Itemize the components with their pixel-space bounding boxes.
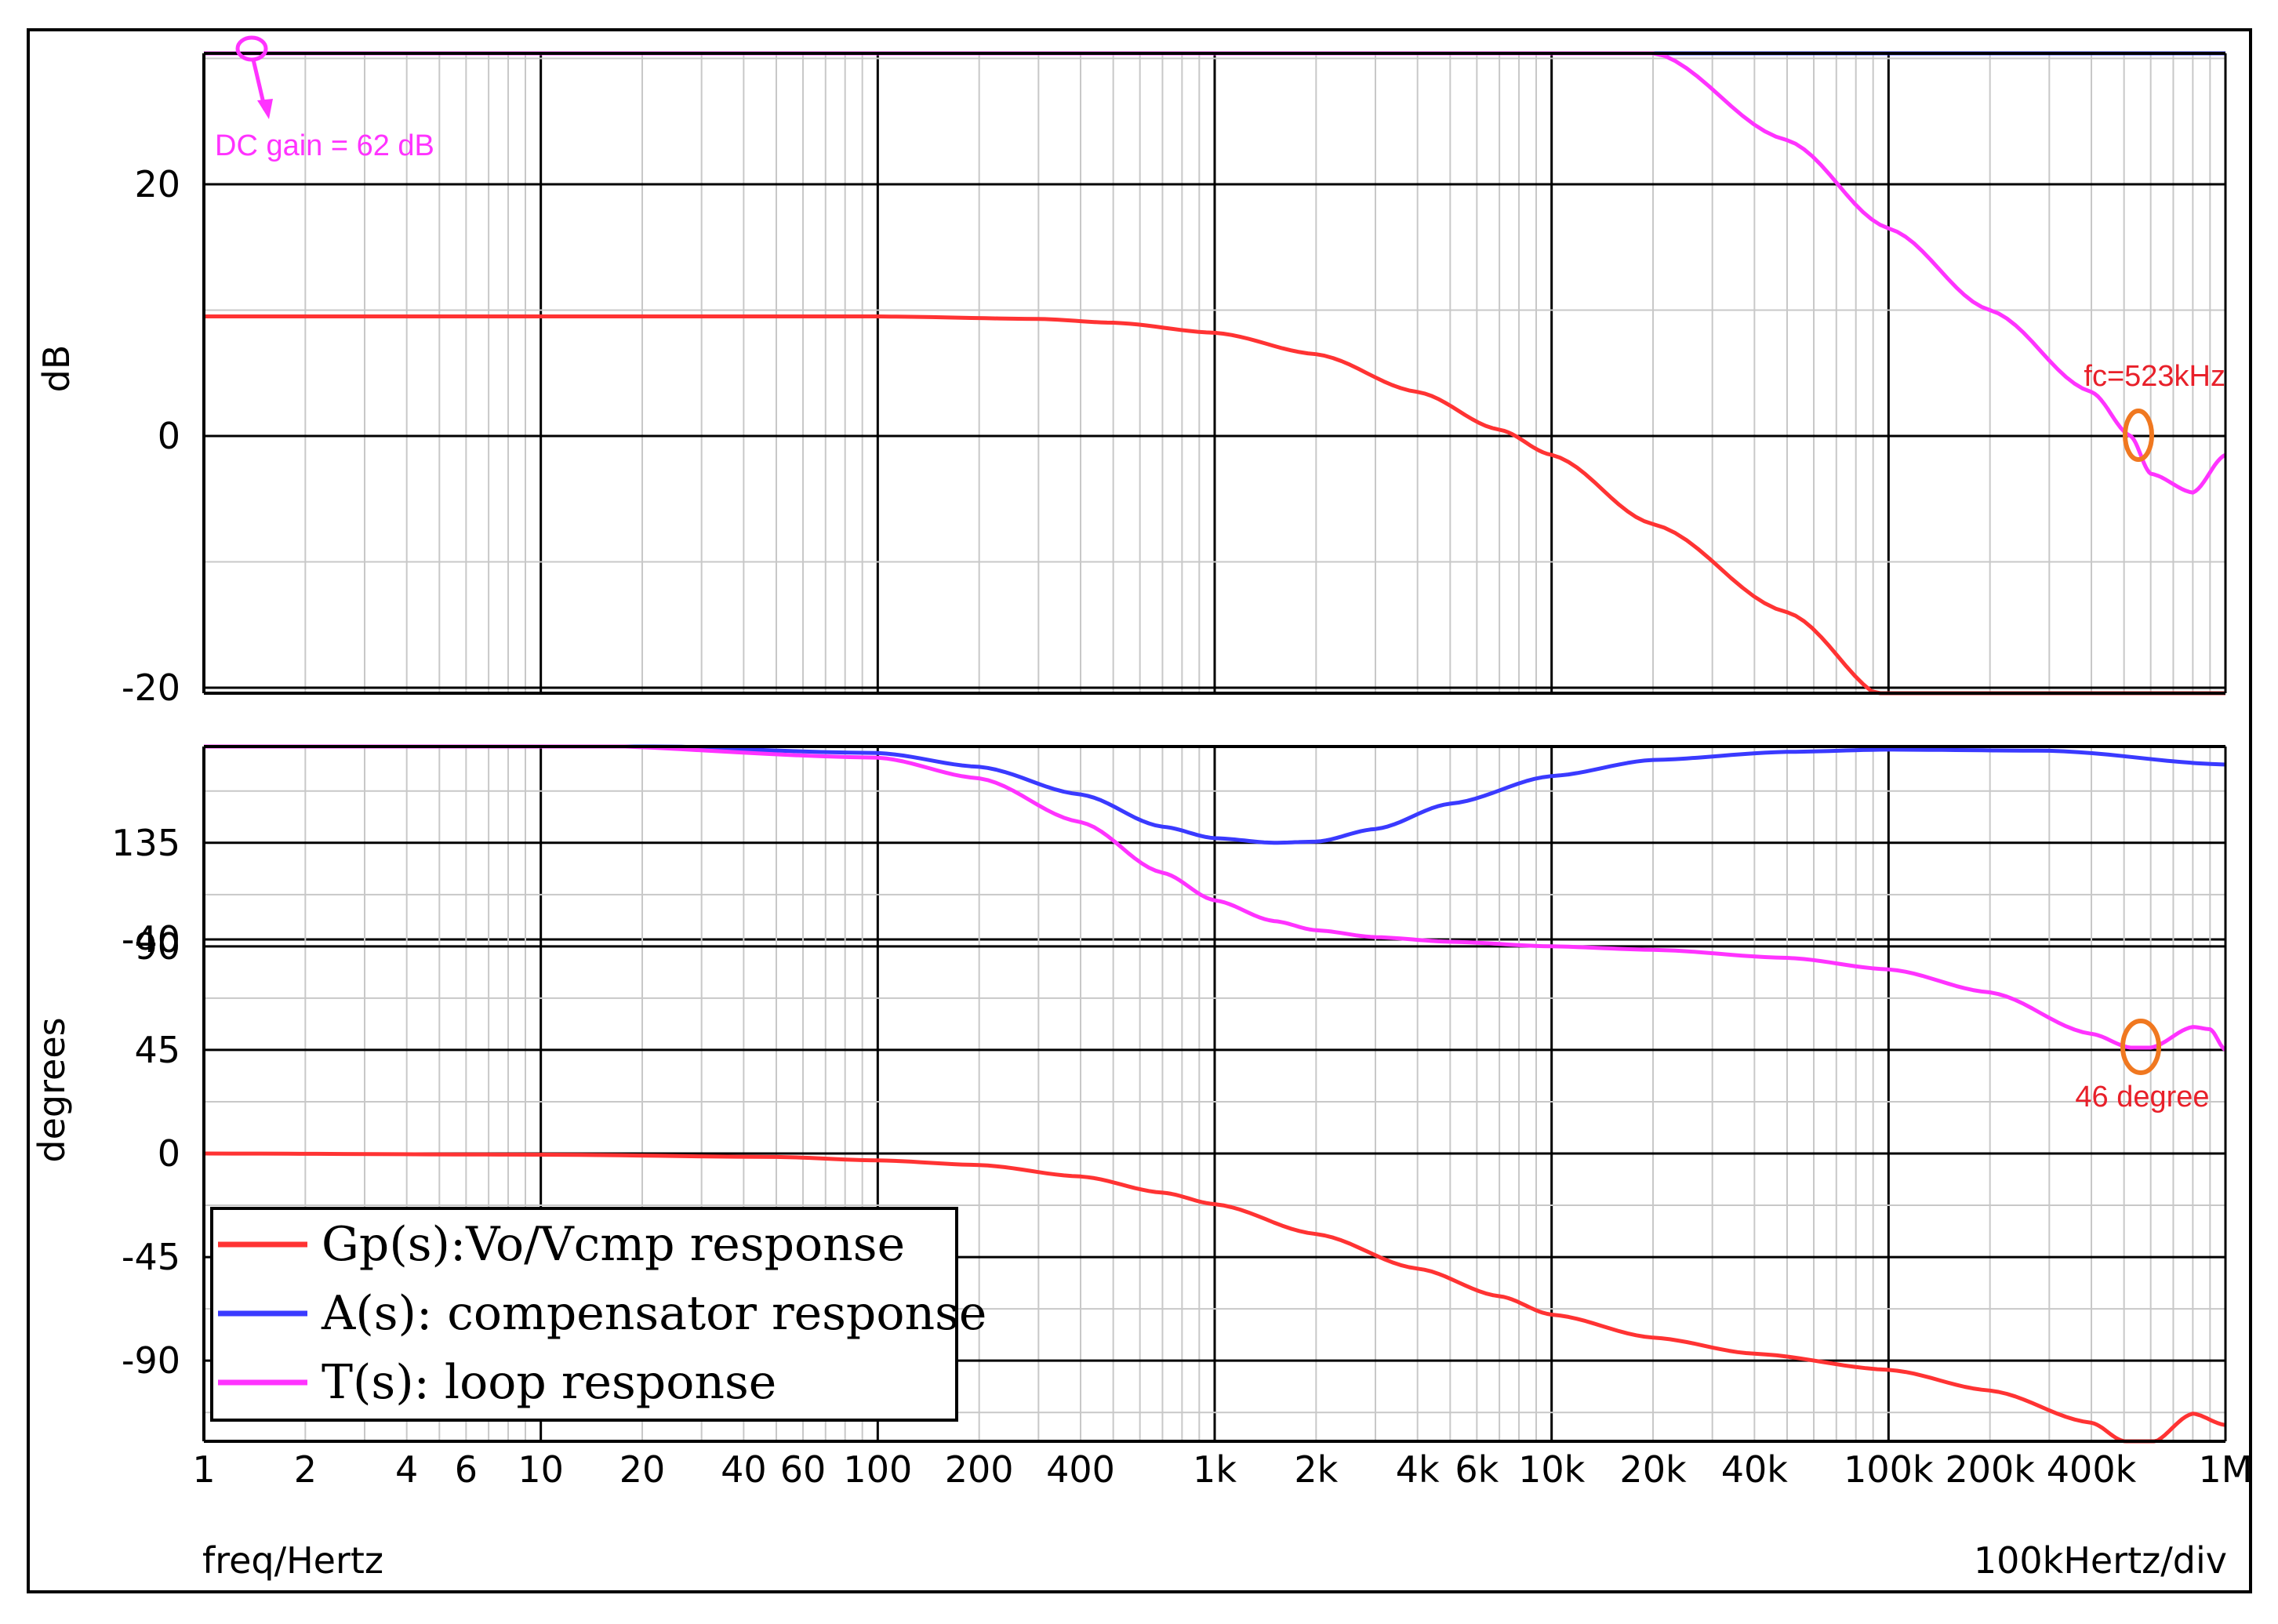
magnitude-axis-title: dB: [35, 345, 78, 393]
crossover-frequency-label: fc=523kHz: [2084, 360, 2225, 393]
phase-margin-annotation: 46 degree: [2075, 1019, 2210, 1114]
x-axis-title: freq/Hertz: [202, 1539, 383, 1582]
phase-y-tick-label: -45: [122, 1236, 180, 1278]
phase-y-tick-label: -90: [122, 1339, 180, 1382]
magnitude-y-tick-label: -40: [122, 918, 180, 961]
magnitude-y-tick-label: 20: [134, 163, 180, 205]
x-tick-label: 40: [721, 1448, 767, 1491]
x-tick-label: 100: [843, 1448, 912, 1491]
phase-axis-title: degrees: [31, 1017, 73, 1162]
phase-y-tick-label: 0: [158, 1132, 180, 1175]
dc-gain-arrow-head: [257, 99, 273, 119]
x-axis-division-label: 100kHertz/div: [1974, 1539, 2227, 1582]
crossover-annotation: fc=523kHz: [2084, 360, 2225, 462]
chart-frame: [27, 28, 2252, 1593]
x-tick-label: 4k: [1396, 1448, 1440, 1491]
x-tick-label: 6: [455, 1448, 478, 1491]
x-tick-label: 40k: [1721, 1448, 1789, 1491]
legend-label-loop: T(s): loop response: [322, 1355, 776, 1410]
x-tick-label: 2k: [1294, 1448, 1338, 1491]
phase-series-compensator: [204, 744, 2226, 845]
plot-borders: [202, 52, 2227, 1443]
phase-y-tick-label: 90: [134, 925, 180, 968]
phase-margin-label: 46 degree: [2075, 1081, 2209, 1114]
x-tick-label: 200: [945, 1448, 1014, 1491]
legend: Gp(s):Vo/Vcmp response A(s): compensator…: [210, 1207, 986, 1422]
legend-box: [210, 1207, 958, 1422]
x-tick-label: 100k: [1844, 1448, 1934, 1491]
x-tick-label: 400k: [2047, 1448, 2137, 1491]
phase-margin-marker-circle: [2120, 1019, 2161, 1075]
x-tick-label: 2: [294, 1448, 317, 1491]
x-tick-label: 10: [518, 1448, 564, 1491]
legend-label-gp: Gp(s):Vo/Vcmp response: [322, 1217, 905, 1272]
crossover-marker-circle: [2123, 409, 2154, 462]
x-tick-label: 60: [780, 1448, 827, 1491]
legend-label-compensator: A(s): compensator response: [321, 1286, 986, 1341]
dc-gain-marker-circle: [235, 35, 268, 62]
magnitude-y-tick-label: 0: [158, 415, 180, 457]
dc-gain-label: DC gain = 62 dB: [215, 129, 434, 162]
phase-y-tick-label: 135: [111, 822, 180, 864]
x-tick-label: 1k: [1193, 1448, 1237, 1491]
phase-series-loop: [204, 744, 2227, 1052]
x-tick-label: 10k: [1518, 1448, 1586, 1491]
tick-label-layer: 6040200-20-4013590450-45-901246102040601…: [111, 163, 2253, 1491]
phase-series-gp: [203, 1151, 2226, 1444]
dc-gain-annotation: DC gain = 62 dB: [215, 35, 434, 162]
legend-entry-loop: T(s): loop response: [218, 1355, 776, 1410]
phase-y-tick-label: 45: [134, 1029, 180, 1071]
x-tick-label: 20k: [1619, 1448, 1687, 1491]
x-tick-label: 200k: [1945, 1448, 2035, 1491]
magnitude-y-tick-label: -20: [122, 667, 180, 709]
x-tick-label: 4: [395, 1448, 418, 1491]
legend-entry-compensator: A(s): compensator response: [218, 1286, 986, 1341]
x-tick-label: 1M: [2199, 1448, 2253, 1491]
x-tick-label: 6k: [1455, 1448, 1499, 1491]
legend-entry-gp: Gp(s):Vo/Vcmp response: [218, 1217, 905, 1272]
x-tick-label: 20: [619, 1448, 666, 1491]
x-tick-label: 400: [1046, 1448, 1115, 1491]
grid-layer: [202, 53, 2227, 1441]
x-tick-label: 1: [192, 1448, 215, 1491]
